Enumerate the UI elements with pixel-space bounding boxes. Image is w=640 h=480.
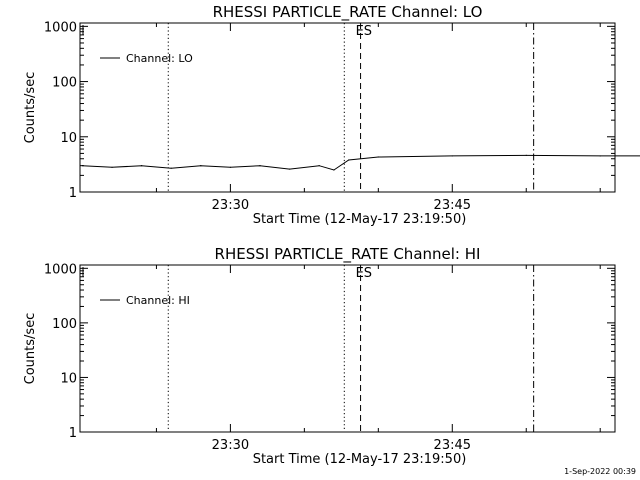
data-point bbox=[318, 165, 320, 167]
y-tick-label: 1000 bbox=[44, 262, 77, 277]
y-tick-label: 100 bbox=[52, 317, 77, 332]
y-tick-label: 100 bbox=[52, 76, 77, 91]
annotation-label: ES bbox=[356, 24, 372, 39]
data-point bbox=[377, 156, 379, 158]
x-axis-label: Start Time (12-May-17 23:19:50) bbox=[253, 452, 467, 467]
data-point bbox=[81, 165, 84, 167]
y-axis-label: Counts/sec bbox=[23, 72, 38, 144]
data-point bbox=[599, 155, 601, 157]
plot-frame bbox=[79, 22, 616, 193]
y-axis-label: Counts/sec bbox=[23, 313, 38, 385]
data-point bbox=[111, 166, 113, 168]
y-tick-label: 1 bbox=[69, 186, 77, 201]
y-tick-label: 1 bbox=[69, 426, 77, 441]
x-tick-label: 23:45 bbox=[434, 198, 471, 213]
data-point bbox=[525, 154, 527, 157]
x-tick-label: 23:30 bbox=[212, 198, 249, 213]
x-tick-label: 23:45 bbox=[434, 438, 471, 453]
y-tick-label: 10 bbox=[60, 371, 77, 386]
x-axis-label: Start Time (12-May-17 23:19:50) bbox=[253, 212, 467, 227]
data-point bbox=[200, 165, 202, 167]
chart-title: RHESSI PARTICLE_RATE Channel: LO bbox=[213, 3, 483, 22]
x-tick-label: 23:30 bbox=[212, 438, 249, 453]
data-point bbox=[288, 168, 291, 170]
y-tick-label: 10 bbox=[60, 131, 77, 146]
data-point bbox=[451, 155, 453, 157]
data-point bbox=[259, 165, 261, 167]
footer-timestamp: 1-Sep-2022 00:39 bbox=[564, 467, 636, 476]
chart-panel-lo: RHESSI PARTICLE_RATE Channel: LO 1 10 100 10… bbox=[23, 3, 640, 227]
legend-entry: Channel: HI bbox=[126, 294, 190, 307]
data-point bbox=[333, 169, 335, 171]
data-point bbox=[141, 165, 143, 167]
y-tick-label: 1000 bbox=[44, 20, 77, 35]
data-point bbox=[229, 166, 231, 168]
series-line-lo bbox=[82, 154, 640, 171]
data-point bbox=[348, 159, 350, 161]
chart-panel-hi: RHESSI PARTICLE_RATE Channel: HI 1 10 100 10… bbox=[23, 245, 616, 467]
annotation-label: ES bbox=[356, 266, 372, 281]
chart-title: RHESSI PARTICLE_RATE Channel: HI bbox=[215, 245, 481, 264]
data-point bbox=[170, 167, 172, 169]
legend-entry: Channel: LO bbox=[126, 52, 193, 65]
plot-frame bbox=[79, 264, 616, 433]
